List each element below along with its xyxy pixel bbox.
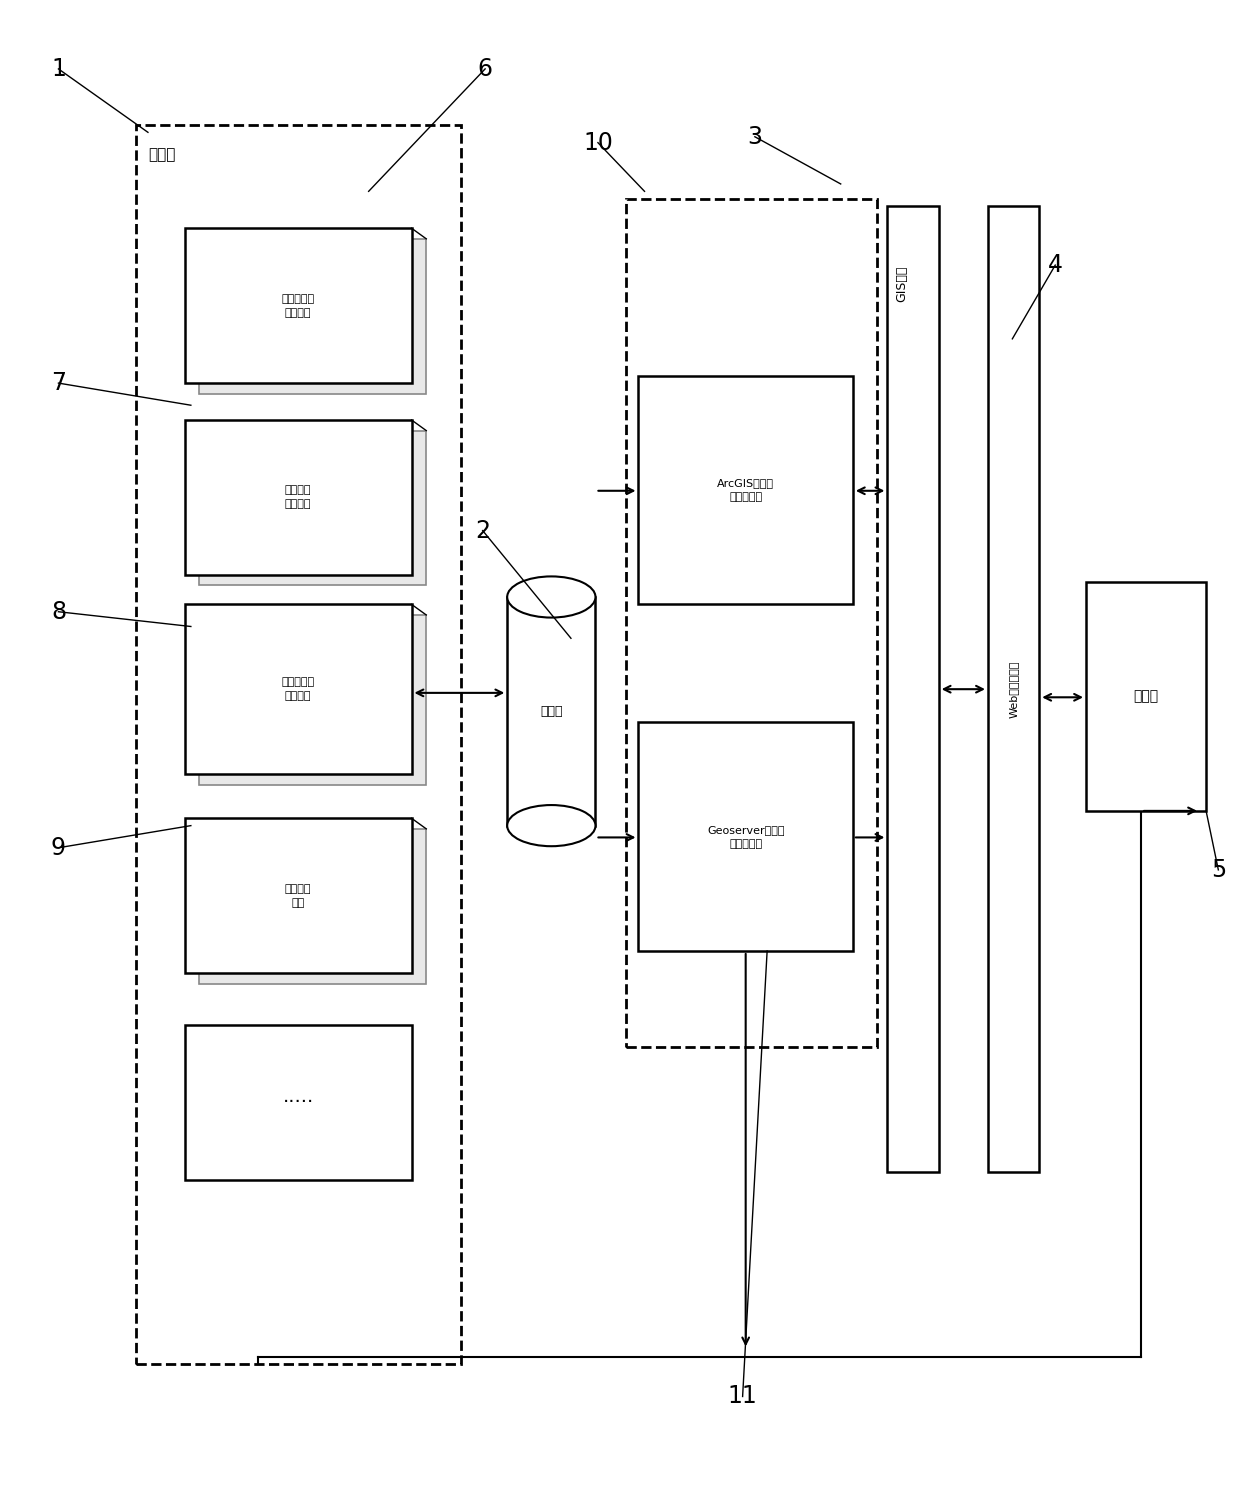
FancyBboxPatch shape [200, 615, 427, 785]
FancyBboxPatch shape [200, 430, 427, 585]
Text: 目标检测与
跟踪模块: 目标检测与 跟踪模块 [281, 677, 315, 701]
Text: 5: 5 [1210, 858, 1226, 881]
Text: 1: 1 [51, 57, 66, 80]
Text: 9: 9 [51, 835, 66, 859]
FancyBboxPatch shape [507, 597, 595, 825]
FancyBboxPatch shape [988, 205, 1039, 1172]
Text: 6: 6 [477, 57, 492, 80]
Text: 3: 3 [748, 125, 763, 149]
Text: 7: 7 [51, 371, 66, 395]
FancyBboxPatch shape [639, 722, 853, 951]
Text: ·····: ····· [283, 1093, 314, 1112]
FancyBboxPatch shape [639, 375, 853, 605]
FancyBboxPatch shape [1086, 582, 1207, 812]
FancyBboxPatch shape [200, 829, 427, 984]
FancyBboxPatch shape [200, 238, 427, 393]
FancyBboxPatch shape [185, 228, 412, 383]
Text: 显示端: 显示端 [1133, 689, 1158, 704]
FancyBboxPatch shape [185, 1024, 412, 1179]
Text: 2: 2 [475, 518, 490, 542]
Text: 10: 10 [583, 131, 613, 155]
Ellipse shape [507, 806, 595, 846]
FancyBboxPatch shape [185, 819, 412, 974]
Text: 4: 4 [1048, 253, 1063, 277]
Ellipse shape [507, 576, 595, 618]
Text: 感知信息
处理模块: 感知信息 处理模块 [285, 485, 311, 509]
FancyBboxPatch shape [185, 605, 412, 774]
Text: 11: 11 [728, 1385, 758, 1409]
FancyBboxPatch shape [888, 205, 939, 1172]
Text: 数据库: 数据库 [541, 704, 563, 718]
FancyBboxPatch shape [185, 420, 412, 575]
Text: GIS平台: GIS平台 [895, 265, 909, 302]
Text: 实况绘制
模块: 实况绘制 模块 [285, 883, 311, 908]
Text: Geoserver服务器
数据服务器: Geoserver服务器 数据服务器 [707, 825, 785, 849]
Text: 机器人: 机器人 [148, 147, 175, 162]
Text: 8: 8 [51, 600, 66, 624]
Text: Web服务调度器: Web服务调度器 [1008, 661, 1018, 718]
Text: 传感器模块
感知数据: 传感器模块 感知数据 [281, 293, 315, 317]
Text: ArcGIS服务器
数据服务器: ArcGIS服务器 数据服务器 [717, 478, 774, 502]
